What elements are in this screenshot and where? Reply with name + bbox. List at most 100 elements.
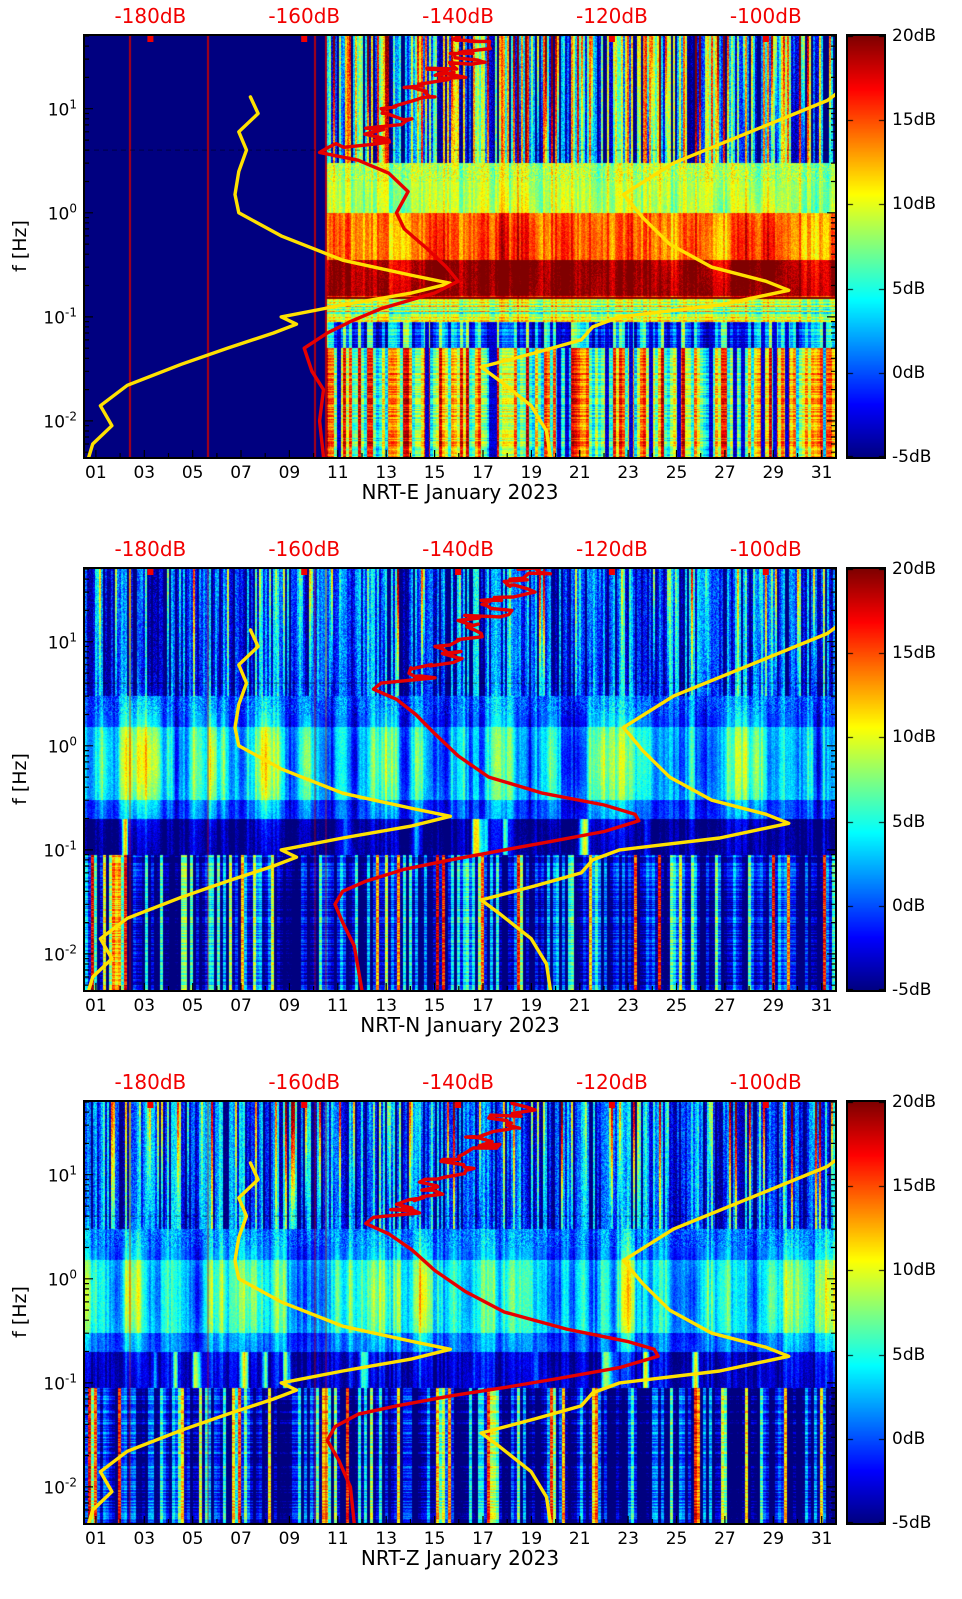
spectrogram-overlay-curves [85, 1102, 835, 1523]
x-axis-tick-label: 13 [375, 463, 398, 483]
colorbar-tick-label: -5dB [892, 980, 932, 1000]
y-axis-ticks: 101 100 10-1 10-2 [0, 533, 962, 1066]
x-axis-tick-label: 11 [326, 1529, 349, 1549]
top-axis-red-tick [147, 1102, 154, 1108]
y-tick-base: 10 [43, 841, 66, 862]
y-tick-base: 10 [43, 1478, 66, 1499]
median-psd-curve [333, 569, 641, 990]
colorbar-tick-label: 5dB [892, 1344, 926, 1365]
colorbar-tick-label: -5dB [892, 1513, 932, 1533]
top-axis-tick-label: -140dB [422, 537, 494, 561]
colorbar-gradient [848, 569, 884, 990]
axis-tick-marks [85, 36, 835, 457]
y-tick-base: 10 [47, 100, 70, 121]
x-axis-tick-label: 21 [568, 996, 591, 1016]
y-tick-base: 10 [43, 1374, 66, 1395]
x-axis-tick-label: 13 [375, 1529, 398, 1549]
top-axis-tick-label: -140dB [422, 1070, 494, 1094]
top-axis-tick-label: -100dB [729, 1070, 802, 1094]
y-tick-exponent: -2 [65, 409, 77, 424]
x-axis-tick-label: 19 [520, 463, 543, 483]
x-axis-tick-label: 11 [326, 463, 349, 483]
median-psd-curve [325, 1102, 660, 1523]
x-axis-tick-label: 27 [714, 463, 736, 483]
y-axis-tick-label: 101 [48, 1163, 77, 1186]
x-axis-tick-label: 07 [230, 463, 252, 483]
top-axis-tick-label: -180dB [114, 1070, 187, 1094]
y-tick-exponent: 0 [69, 201, 77, 216]
y-tick-exponent: -2 [65, 1475, 77, 1490]
x-axis-tick-label: 31 [810, 1529, 833, 1549]
y-tick-base: 10 [43, 412, 66, 433]
x-axis-tick-label: 03 [133, 463, 156, 483]
y-axis-tick-label: 10-1 [43, 839, 77, 862]
x-axis-tick-label: 13 [375, 996, 398, 1016]
axis-tick-marks [85, 1102, 835, 1523]
top-axis-tick-label: -120dB [576, 4, 648, 28]
y-tick-exponent: 0 [69, 734, 77, 749]
x-axis-ticks: 01 03 05 07 09 11 13 15 17 19 21 23 25 27 29 31 [0, 533, 962, 1066]
colorbar [846, 567, 886, 992]
x-axis-tick-label: 03 [133, 1529, 156, 1549]
y-axis-tick-label: 10-1 [43, 1372, 77, 1395]
x-axis-tick-label: 21 [568, 463, 591, 483]
top-axis-red-tick [301, 1102, 308, 1108]
top-axis-tick-label: -100dB [729, 537, 802, 561]
colorbar-tick-label: 0dB [892, 1428, 926, 1449]
top-db-axis: -180dB -160dB -140dB -120dB -100dB [0, 533, 962, 1066]
x-axis-tick-label: 25 [665, 996, 688, 1016]
x-axis-tick-label: 01 [85, 463, 107, 483]
y-axis-tick-label: 10-1 [43, 306, 77, 329]
top-axis-tick-label: -160dB [268, 1070, 341, 1094]
y-axis-tick-label: 100 [48, 1267, 77, 1290]
y-tick-base: 10 [47, 1166, 70, 1187]
colorbar-tick-label: 0dB [892, 362, 926, 383]
median-psd-curve [302, 36, 492, 457]
x-axis-ticks: 01 03 05 07 09 11 13 15 17 19 21 23 25 27 29 31 [0, 1066, 962, 1599]
y-tick-base: 10 [43, 945, 66, 966]
top-axis-red-tick [147, 36, 154, 42]
x-axis-tick-label: 03 [133, 996, 156, 1016]
low-noise-model-curve [87, 95, 453, 457]
panel-title: NRT-N January 2023 [360, 1013, 560, 1037]
y-tick-exponent: -2 [65, 942, 77, 957]
x-axis-tick-label: 31 [810, 463, 833, 483]
top-db-axis: -180dB -160dB -140dB -120dB -100dB [0, 1066, 962, 1599]
x-axis-tick-label: 31 [810, 996, 833, 1016]
colorbar [846, 34, 886, 459]
top-axis-red-tick [762, 1102, 769, 1108]
y-tick-exponent: 1 [69, 1163, 77, 1178]
y-axis-ticks: 101 100 10-1 10-2 [0, 1066, 962, 1599]
spectrogram-plot-area [83, 567, 837, 992]
top-axis-red-tick [455, 569, 462, 575]
x-axis-tick-label: 29 [762, 1529, 785, 1549]
x-axis-tick-label: 01 [85, 1529, 107, 1549]
x-axis-tick-label: 23 [617, 1529, 639, 1549]
x-axis-tick-label: 17 [472, 996, 494, 1016]
y-axis-tick-label: 100 [48, 734, 77, 757]
x-axis-tick-label: 27 [714, 996, 736, 1016]
top-axis-tick-label: -160dB [268, 4, 341, 28]
top-axis-red-tick [455, 1102, 462, 1108]
top-axis-red-tick [608, 36, 615, 42]
colorbar-tick-labels: 20dB 15dB 10dB 5dB 0dB -5dB [0, 0, 962, 533]
x-axis-tick-label: 09 [278, 463, 301, 483]
x-axis-tick-label: 07 [230, 1529, 252, 1549]
top-axis-red-tick [608, 569, 615, 575]
y-axis-ticks: 101 100 10-1 10-2 [0, 0, 962, 533]
colorbar-tick-labels: 20dB 15dB 10dB 5dB 0dB -5dB [0, 1066, 962, 1599]
top-axis-red-tick [762, 36, 769, 42]
high-noise-model-curve [479, 92, 835, 457]
y-axis-tick-label: 10-2 [43, 943, 77, 966]
y-tick-exponent: 0 [69, 1267, 77, 1282]
colorbar-tick-label: 10dB [892, 727, 937, 748]
colorbar-tick-label: 0dB [892, 895, 926, 916]
top-axis-red-tick [608, 1102, 615, 1108]
x-axis-tick-label: 15 [423, 463, 446, 483]
y-axis-tick-label: 100 [48, 201, 77, 224]
y-tick-exponent: 1 [69, 630, 77, 645]
colorbar-tick-label: 10dB [892, 194, 937, 215]
top-axis-tick-label: -120dB [576, 1070, 648, 1094]
y-axis-tick-label: 101 [48, 630, 77, 653]
